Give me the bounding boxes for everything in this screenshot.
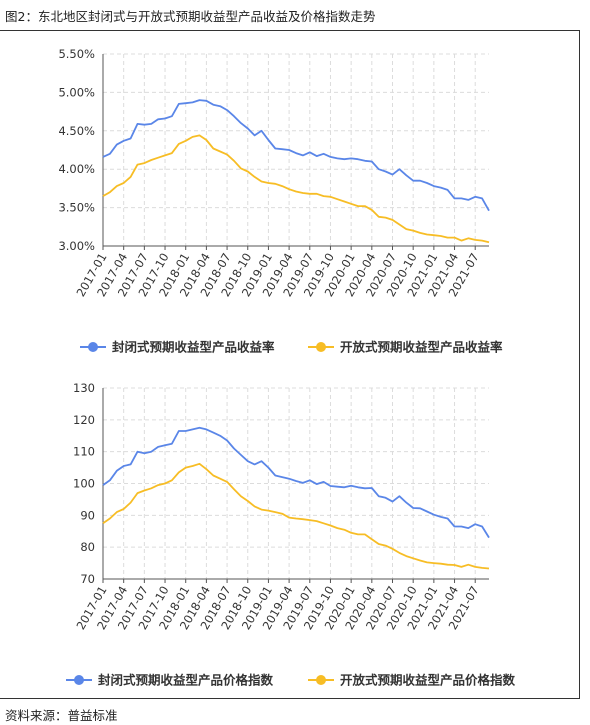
figure-title: 图2：东北地区封闭式与开放式预期收益型产品收益及价格指数走势 — [5, 9, 376, 24]
legend-swatch-marker — [316, 675, 326, 685]
legend-label: 开放式预期收益型产品价格指数 — [340, 673, 516, 688]
legend-swatch-marker — [74, 675, 84, 685]
frame-top-rule — [0, 30, 580, 31]
legend-swatch-marker — [316, 342, 326, 352]
series-line-2 — [102, 462, 490, 570]
y-tick-label: 5.50% — [58, 47, 95, 61]
y-tick-label: 130 — [73, 381, 95, 395]
legend-label: 开放式预期收益型产品收益率 — [340, 340, 503, 355]
y-tick-label: 4.00% — [58, 162, 95, 176]
frame-right-rule — [579, 30, 580, 698]
y-tick-label: 3.50% — [58, 201, 95, 215]
y-tick-label: 100 — [73, 477, 95, 491]
chart-2: 7080901001101201302017-012017-042017-072… — [66, 381, 516, 688]
legend-label: 封闭式预期收益型产品价格指数 — [98, 673, 274, 688]
legend-label: 封闭式预期收益型产品收益率 — [112, 340, 275, 355]
y-tick-label: 4.50% — [58, 124, 95, 138]
y-tick-label: 90 — [80, 508, 95, 522]
series-line-1 — [102, 99, 490, 212]
y-tick-label: 120 — [73, 413, 95, 427]
y-tick-label: 80 — [80, 540, 95, 554]
frame-bottom-rule — [0, 698, 580, 699]
series-line-1 — [102, 426, 490, 539]
chart-1: 3.00%3.50%4.00%4.50%5.00%5.50%2017-01201… — [58, 47, 503, 355]
y-tick-label: 5.00% — [58, 85, 95, 99]
series-line-2 — [102, 134, 490, 244]
y-tick-label: 70 — [80, 572, 95, 586]
legend-swatch-marker — [88, 342, 98, 352]
source-note: 资料来源：普益标准 — [5, 708, 118, 723]
y-tick-label: 110 — [73, 445, 95, 459]
y-tick-label: 3.00% — [58, 239, 95, 253]
